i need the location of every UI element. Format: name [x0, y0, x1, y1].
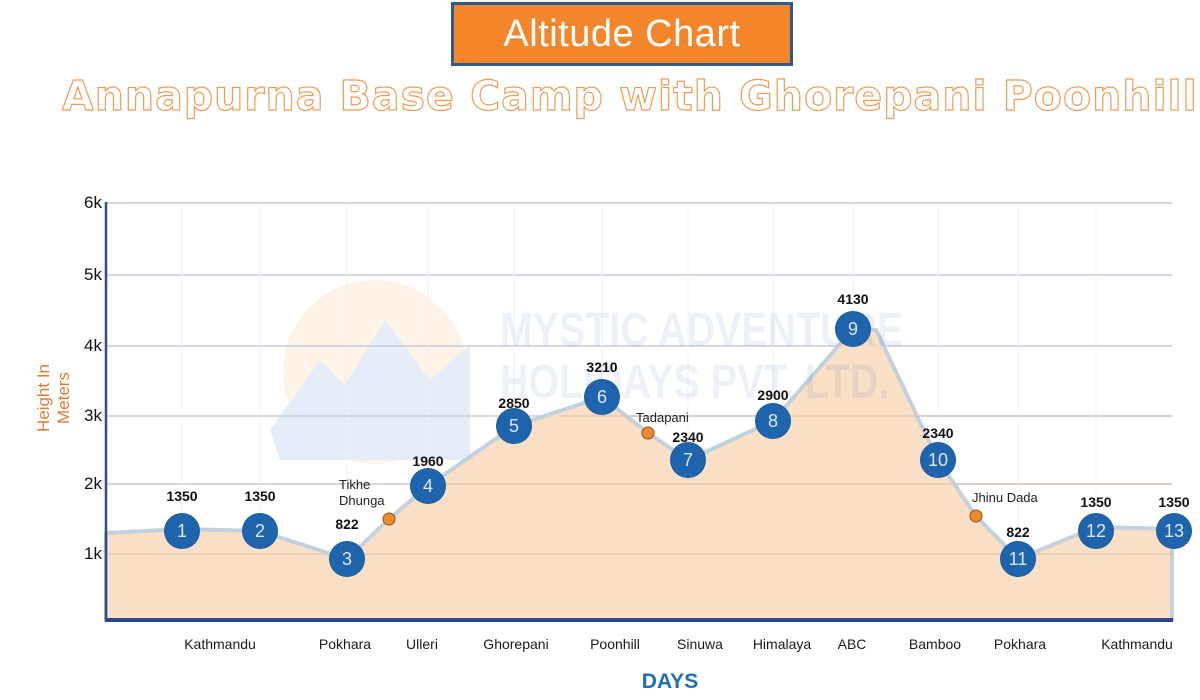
- y-tick-2k: 2k: [84, 474, 102, 493]
- stop-label-line-1: Tikhe: [339, 477, 371, 492]
- day-node-7: 7: [671, 443, 705, 477]
- y-tick-3k: 3k: [84, 406, 102, 425]
- day-node-13: 13: [1157, 514, 1191, 548]
- value-label-day-7: 2340: [672, 429, 704, 445]
- x-label-ulleri: Ulleri: [406, 636, 438, 652]
- day-node-3: 3: [330, 542, 364, 576]
- x-label-kathmandu-end: Kathmandu: [1101, 636, 1173, 652]
- x-label-poonhill: Poonhill: [590, 636, 640, 652]
- watermark-line-2: HOLIDAYS PVT. LTD.: [500, 356, 890, 409]
- value-label-day-2: 1350: [244, 488, 276, 504]
- value-label-day-8: 2900: [757, 387, 789, 403]
- day-node-10: 10: [921, 443, 955, 477]
- day-node-9: 9: [836, 312, 870, 346]
- y-axis-label: Height In Meters: [34, 363, 73, 433]
- day-node-2: 2: [243, 514, 277, 548]
- value-label-day-10: 2340: [922, 425, 954, 441]
- y-tick-6k: 6k: [84, 193, 102, 212]
- value-label-day-3: 822: [335, 516, 359, 532]
- chart-title-badge: Altitude Chart: [451, 2, 793, 66]
- x-label-pokhara-return: Pokhara: [993, 636, 1047, 652]
- x-label-bamboo: Bamboo: [908, 636, 962, 652]
- stop-label-jhinu-dada: Jhinu Dada: [972, 490, 1038, 505]
- watermark-logo-icon: [270, 280, 470, 464]
- value-label-day-6: 3210: [586, 359, 618, 375]
- watermark-line-1: MYSTIC ADVENTURE: [500, 304, 904, 357]
- chart-title: Altitude Chart: [503, 12, 741, 55]
- value-label-day-13: 1350: [1158, 494, 1190, 510]
- stop-label-tadapani: Tadapani: [636, 410, 689, 425]
- y-tick-1k: 1k: [84, 544, 102, 563]
- x-label-ghorepani: Ghorepani: [483, 636, 549, 652]
- day-node-8: 8: [756, 404, 790, 438]
- value-label-day-11: 822: [1006, 524, 1030, 540]
- x-axis-title: DAYS: [641, 670, 699, 693]
- day-node-11: 11: [1001, 542, 1035, 576]
- chart-subtitle: Annapurna Base Camp with Ghorepani Poonh…: [61, 71, 1200, 120]
- y-tick-4k: 4k: [84, 336, 102, 355]
- x-label-kathmandu-start: Kathmandu: [184, 636, 256, 652]
- value-label-day-1: 1350: [166, 488, 198, 504]
- x-label-abc: ABC: [837, 636, 867, 652]
- day-node-6: 6: [585, 380, 619, 414]
- day-node-4: 4: [411, 469, 445, 503]
- day-node-5: 5: [497, 409, 531, 443]
- stop-marker-tadapani: [641, 426, 655, 440]
- stop-marker-jhinu-dada: [969, 509, 983, 523]
- value-label-day-5: 2850: [498, 395, 530, 411]
- watermark-text: MYSTIC ADVENTURE HOLIDAYS PVT. LTD.: [500, 305, 903, 409]
- x-label-sinuwa: Sinuwa: [677, 636, 723, 652]
- stop-marker-tikhe-dhunga: [382, 512, 396, 526]
- y-tick-5k: 5k: [84, 265, 102, 284]
- x-label-pokhara: Pokhara: [318, 636, 372, 652]
- value-label-day-12: 1350: [1080, 494, 1112, 510]
- x-label-himalaya: Himalaya: [752, 636, 812, 652]
- day-node-12: 12: [1079, 514, 1113, 548]
- stop-label-line-2: Dhunga: [339, 493, 385, 508]
- grid-overlay: [106, 415, 1172, 555]
- value-label-day-4: 1960: [412, 453, 444, 469]
- stop-label-tikhe-dhunga: Tikhe Dhunga: [339, 477, 385, 509]
- value-label-day-9: 4130: [837, 291, 869, 307]
- day-node-1: 1: [165, 514, 199, 548]
